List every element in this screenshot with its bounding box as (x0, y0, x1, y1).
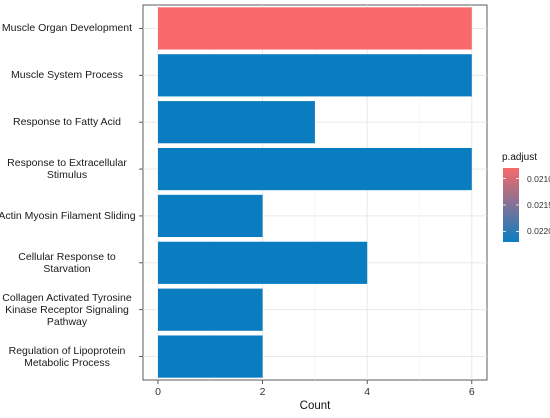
category-label-line: Cellular Response to (18, 250, 116, 263)
legend-tick-label: 0.0215 (527, 200, 550, 210)
category-label-line: Response to Fatty Acid (13, 116, 121, 129)
x-tick-label: 2 (259, 386, 266, 398)
category-label: Regulation of Lipoprotein Metabolic Proce… (0, 345, 142, 369)
category-label-line: Starvation (43, 262, 91, 275)
bar-7 (158, 288, 263, 331)
category-label-line: Pathway (46, 315, 88, 328)
x-tick-label: 6 (468, 386, 475, 398)
legend-title: p.adjust (502, 152, 538, 163)
category-label: Response to Fatty Acid (0, 116, 142, 128)
category-label: Muscle Organ Development (0, 22, 142, 34)
category-label-line: Stimulus (46, 169, 88, 182)
x-axis-title: Count (299, 400, 331, 412)
bar-6 (158, 241, 368, 284)
x-tick-label: 4 (364, 386, 371, 398)
category-label-line: Collagen Activated Tyrosine (2, 291, 132, 304)
category-label: Response to Extracellular Stimulus (0, 157, 142, 181)
category-label-line: Response to Extracellular (7, 157, 127, 170)
x-tick-label: 0 (155, 386, 161, 398)
bar-3 (158, 101, 315, 144)
bar-1 (158, 7, 472, 50)
category-label: Muscle System Process (0, 69, 142, 81)
bars (158, 7, 472, 378)
legend-colorbar (503, 168, 519, 242)
bar-4 (158, 147, 472, 191)
bar-2 (158, 54, 472, 97)
legend-tick-label: 0.0220 (527, 226, 550, 237)
category-label-line: Metabolic Process (24, 356, 110, 369)
category-label-line: Muscle System Process (10, 69, 124, 82)
axis-ticks (139, 28, 473, 384)
category-label: Cellular Response to Starvation (0, 251, 142, 275)
category-label-line: Regulation of Lipoprotein (8, 344, 126, 357)
category-label: Collagen Activated Tyrosine Kinase Recept… (0, 292, 142, 328)
bar-5 (158, 194, 263, 238)
category-label-line: Muscle Organ Development (1, 22, 133, 35)
category-label-line: Actin Myosin Filament Sliding (0, 209, 136, 222)
bar-8 (158, 335, 263, 378)
category-label: Actin Myosin Filament Sliding (0, 210, 142, 222)
legend-tick-marks (503, 178, 519, 232)
category-label-line: Kinase Receptor Signaling (5, 303, 129, 316)
